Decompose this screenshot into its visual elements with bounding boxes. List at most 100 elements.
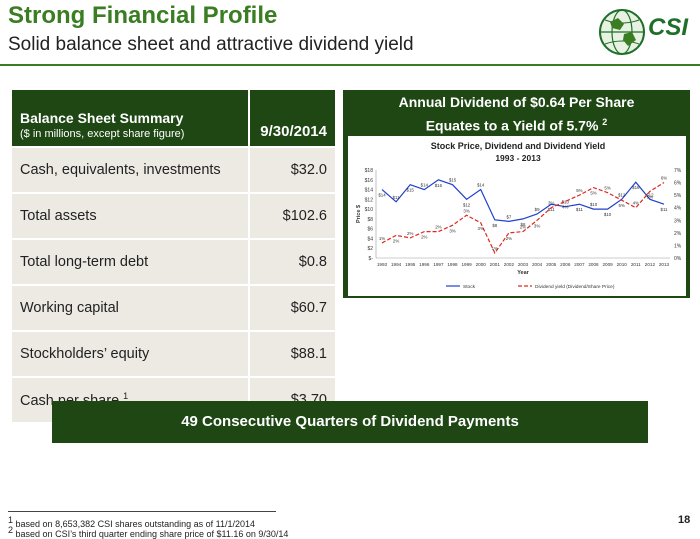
stock-series-line: [381, 179, 665, 222]
y2-tick-label: 7%: [674, 168, 682, 174]
y-tick-label: $6: [367, 227, 373, 233]
y2-tick-label: 3%: [674, 218, 682, 224]
balance-sheet-table: Balance Sheet Summary ($ in millions, ex…: [12, 90, 335, 422]
x-tick-label: 1997: [433, 262, 444, 267]
x-tick-label: 2001: [490, 262, 501, 267]
yield-data-label: 5%: [647, 194, 653, 199]
table-row: Stockholders’ equity $88.1: [12, 330, 335, 377]
stock-data-label: $10: [590, 202, 598, 207]
stock-data-label: $12: [646, 192, 654, 197]
row-value: $88.1: [248, 330, 335, 377]
y-tick-label: $4: [367, 236, 373, 242]
dividend-streak-banner: 49 Consecutive Quarters of Dividend Paym…: [52, 401, 648, 443]
stock-data-label: $10: [604, 212, 612, 217]
stock-data-label: $12: [618, 192, 626, 197]
stock-dividend-chart: Stock Price, Dividend and Dividend Yield…: [356, 141, 682, 290]
x-tick-label: 2003: [518, 262, 529, 267]
yield-data-label: 4%: [633, 201, 639, 206]
dividend-panel-header: Annual Dividend of $0.64 Per Share Equat…: [343, 92, 690, 136]
stock-data-label: $10: [562, 200, 570, 205]
x-tick-label: 2004: [532, 262, 543, 267]
chart-title: Stock Price, Dividend and Dividend Yield: [431, 141, 606, 151]
stock-data-label: $15: [407, 188, 415, 193]
yield-data-label: 5%: [604, 186, 610, 191]
y2-tick-label: 1%: [674, 243, 682, 249]
legend-label: Dividend yield (Dividend/Share Price): [535, 284, 615, 290]
footnote-text: based on 8,653,382 CSI shares outstandin…: [15, 519, 256, 529]
company-logo-text: CSI: [648, 14, 689, 41]
table-row: Total long-term debt $0.8: [12, 238, 335, 285]
stock-data-label: $8: [521, 222, 526, 227]
x-tick-label: 1999: [461, 262, 472, 267]
yield-series-line: [381, 182, 665, 255]
yield-data-label: 3%: [478, 226, 484, 231]
y-tick-label: $18: [365, 168, 374, 174]
yield-data-label: 2%: [407, 231, 413, 236]
globe-logo-icon: [599, 9, 645, 55]
x-tick-label: 1993: [377, 262, 388, 267]
y-axis-title: Price $: [356, 205, 362, 223]
yield-data-label: 2%: [435, 225, 441, 230]
stock-data-label: $12: [463, 202, 471, 207]
y2-tick-label: 4%: [674, 206, 682, 212]
yield-data-label: 4%: [562, 204, 568, 209]
row-value: $32.0: [248, 146, 335, 193]
x-tick-label: 2009: [602, 262, 613, 267]
y2-tick-label: 6%: [674, 181, 682, 187]
x-tick-label: 2007: [574, 262, 585, 267]
footnote-marker: 2: [8, 525, 14, 535]
stock-data-label: $11: [393, 195, 401, 200]
y-tick-label: $8: [367, 217, 373, 223]
row-value: $102.6: [248, 192, 335, 239]
table-header-row: Balance Sheet Summary ($ in millions, ex…: [12, 90, 335, 147]
yield-data-label: 3%: [463, 208, 469, 213]
stock-data-label: $7: [506, 214, 511, 219]
footnote-divider: [8, 511, 276, 512]
yield-data-label: 3%: [548, 201, 554, 206]
row-value: $60.7: [248, 284, 335, 331]
row-label: Total assets: [12, 192, 250, 239]
y-tick-label: $2: [367, 246, 373, 252]
stock-data-label: $14: [421, 183, 429, 188]
stock-data-label: $16: [435, 183, 443, 188]
x-tick-label: 1996: [419, 262, 430, 267]
table-row: Total assets $102.6: [12, 192, 335, 239]
dividend-headline: Annual Dividend of $0.64 Per Share: [398, 94, 635, 110]
x-tick-label: 2012: [645, 262, 656, 267]
page-number: 18: [678, 514, 691, 526]
x-tick-label: 2010: [617, 262, 628, 267]
x-tick-label: 2011: [631, 262, 641, 267]
yield-data-label: 2%: [421, 235, 427, 240]
stock-data-label: $11: [548, 207, 556, 212]
page-subtitle: Solid balance sheet and attractive divid…: [8, 34, 414, 55]
y2-tick-label: 5%: [674, 193, 682, 199]
row-label: Working capital: [12, 284, 250, 331]
yield-headline-text: Equates to a Yield of 5.7%: [425, 117, 599, 134]
table-row: Cash, equivalents, investments $32.0: [12, 146, 335, 193]
stock-data-label: $14: [378, 193, 386, 198]
y-tick-label: $-: [369, 256, 374, 262]
x-tick-label: 2002: [504, 262, 515, 267]
stock-data-label: $8: [492, 223, 497, 228]
chart-subtitle: 1993 - 2013: [495, 153, 541, 163]
table-header-label: Balance Sheet Summary ($ in millions, ex…: [12, 90, 250, 147]
yield-data-label: 5%: [619, 203, 625, 208]
y-tick-label: $16: [365, 178, 374, 184]
footnote-2: 2 based on CSI’s third quarter ending sh…: [8, 525, 288, 539]
y-tick-label: $10: [365, 207, 374, 213]
x-axis-title: Year: [517, 270, 529, 276]
stock-data-label: $15: [449, 178, 457, 183]
footnote-text: based on CSI’s third quarter ending shar…: [15, 529, 289, 539]
table-date-header: 9/30/2014: [248, 90, 335, 147]
y-tick-label: $14: [365, 188, 374, 194]
x-tick-label: 2013: [659, 262, 670, 267]
yield-data-label: 2%: [393, 238, 399, 243]
row-value: $0.8: [248, 238, 335, 285]
yield-data-label: 5%: [590, 191, 596, 196]
row-label: Stockholders’ equity: [12, 330, 250, 377]
balance-sheet-units: ($ in millions, except share figure): [20, 128, 185, 140]
x-tick-label: 2006: [560, 262, 571, 267]
y2-tick-label: 0%: [674, 256, 682, 262]
yield-data-label: 1%: [492, 246, 498, 251]
title-divider: [0, 64, 700, 66]
